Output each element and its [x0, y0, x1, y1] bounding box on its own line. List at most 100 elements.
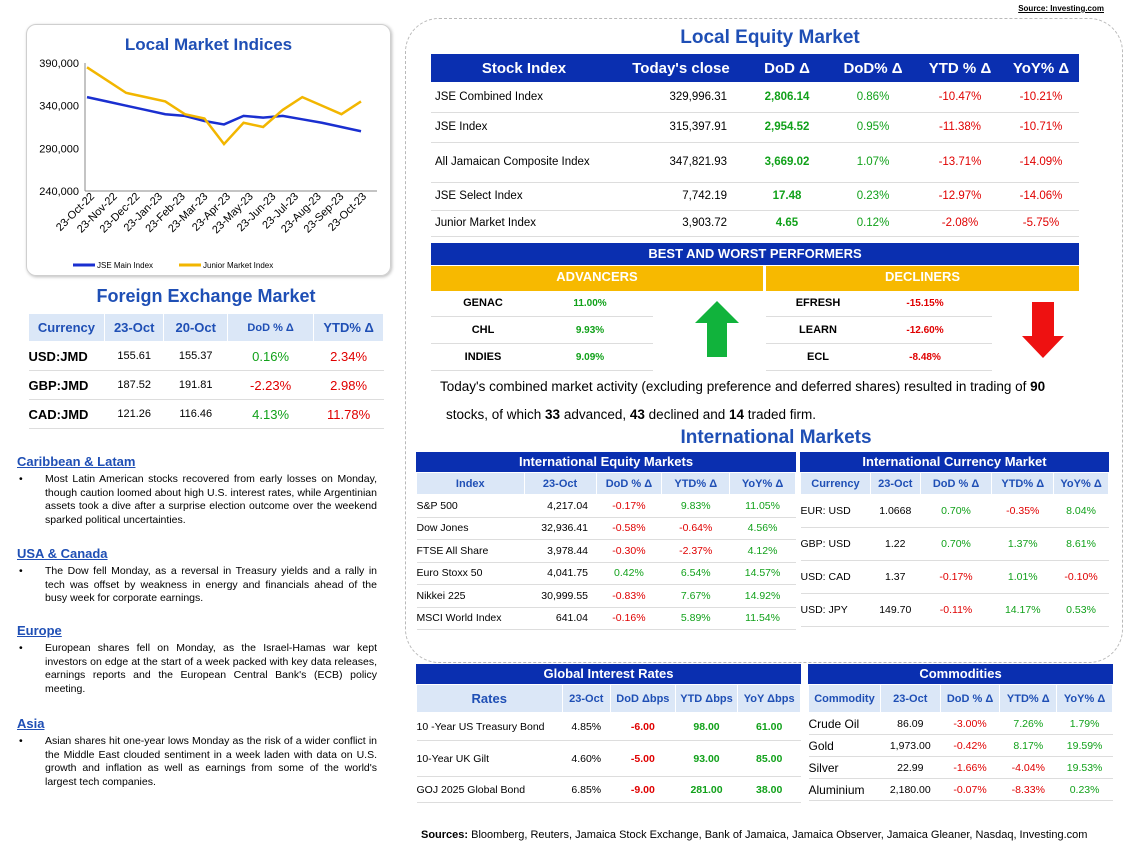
y-tick-label: 340,000 — [39, 101, 79, 113]
eq-dod: 2,806.14 — [745, 82, 829, 113]
advancer-change: 9.93% — [575, 324, 605, 336]
news-body: • European shares fell on Monday, as the … — [17, 642, 377, 696]
ie-index: S&P 500 — [416, 494, 525, 518]
comm-header: DoD % Δ — [939, 684, 1001, 713]
ie-yoy: 4.12% — [729, 539, 796, 563]
ic-dod: 0.70% — [920, 527, 992, 561]
eq-ytd: -12.97% — [917, 182, 1003, 211]
ie-header: YTD% Δ — [661, 472, 731, 495]
source-note: Source: Investing.com — [1018, 4, 1104, 13]
fx-ytd: 2.34% — [313, 341, 384, 371]
comm-dod: -0.42% — [940, 734, 1000, 757]
ie-header: Index — [416, 472, 525, 495]
news-heading: Europe — [17, 623, 62, 638]
advancers-label: ADVANCERS — [431, 266, 763, 291]
comm-value: 1,973.00 — [880, 734, 941, 757]
ic-header: YoY% Δ — [1053, 472, 1109, 495]
fx-row: CAD:JMD 121.26 116.46 4.13% 11.78% — [28, 399, 384, 429]
comm-header: YTD% Δ — [999, 684, 1058, 713]
ie-yoy: 11.54% — [729, 607, 796, 630]
rates-header: Rates — [416, 684, 563, 713]
equity-row: JSE Select Index 7,742.19 17.48 0.23% -12.97… — [431, 182, 1079, 211]
equity-row: All Jamaican Composite Index 347,821.93 3,… — [431, 142, 1079, 183]
fx-today: 121.26 — [104, 399, 164, 429]
eq-dod-pct: 1.07% — [829, 142, 917, 183]
ie-dod: -0.58% — [596, 517, 662, 540]
intl-currency-title: International Currency Market — [800, 452, 1109, 472]
comm-yoy: 0.23% — [1056, 778, 1113, 801]
ie-ytd: 6.54% — [661, 562, 730, 585]
eq-index: JSE Select Index — [431, 182, 617, 211]
ic-header: YTD% Δ — [991, 472, 1055, 495]
commodities-table: Commodity 23-Oct DoD % Δ YTD% Δ YoY% Δ C… — [808, 684, 1113, 801]
eq-close: 347,821.93 — [617, 142, 745, 183]
ie-index: MSCI World Index — [416, 607, 525, 630]
ic-yoy: 0.53% — [1053, 593, 1109, 627]
decliner-ticker: LEARN — [799, 324, 837, 336]
advancer-change: 9.09% — [575, 351, 605, 363]
commodity-row: Silver 22.99 -1.66% -4.04% 19.53% — [808, 756, 1113, 779]
ie-index: Dow Jones — [416, 517, 525, 540]
rates-header: YoY Δbps — [737, 684, 801, 713]
eq-ytd: -10.47% — [917, 82, 1003, 113]
advancer-item: GENAC 11.00% — [431, 290, 653, 317]
series-line-1 — [86, 66, 362, 147]
rates-table: Rates 23-Oct DoD Δbps YTD Δbps YoY Δbps … — [416, 684, 801, 803]
rates-header: 23-Oct — [561, 684, 612, 713]
comm-header: Commodity — [808, 684, 881, 713]
rates-header: YTD Δbps — [674, 684, 739, 713]
eq-close: 7,742.19 — [617, 182, 745, 211]
comm-value: 2,180.00 — [880, 778, 941, 801]
equity-row: JSE Index 315,397.91 2,954.52 0.95% -11.38% -… — [431, 112, 1079, 143]
ic-dod: -0.11% — [920, 593, 992, 627]
comm-ytd: -8.33% — [999, 778, 1057, 801]
eq-ytd: -2.08% — [917, 210, 1003, 237]
summary-declined: 43 — [629, 407, 645, 422]
news-text: European shares fell on Monday, as the I… — [45, 642, 377, 695]
fx-header: 23-Oct — [103, 313, 165, 342]
eq-yoy: -14.09% — [1003, 142, 1079, 183]
fx-currency: GBP:JMD — [28, 370, 105, 400]
ie-ytd: -0.64% — [661, 517, 730, 540]
ie-header: DoD % Δ — [595, 472, 663, 495]
advancer-item: CHL 9.93% — [431, 317, 653, 344]
eq-dod-pct: 0.86% — [829, 82, 917, 113]
fx-currency: CAD:JMD — [28, 399, 105, 429]
news-body: • The Dow fell Monday, as a reversal in T… — [17, 565, 377, 606]
sources-text: Bloomberg, Reuters, Jamaica Stock Exchan… — [468, 829, 1088, 841]
eq-header: DoD Δ — [764, 59, 810, 77]
intl-currency-table: Currency 23-Oct DoD % Δ YTD% Δ YoY% Δ EU… — [800, 472, 1109, 627]
ic-yoy: -0.10% — [1053, 560, 1109, 594]
intl-currency-row: USD: JPY 149.70 -0.11% 14.17% 0.53% — [800, 593, 1109, 627]
intl-currency-row: USD: CAD 1.37 -0.17% 1.01% -0.10% — [800, 560, 1109, 594]
ie-dod: -0.30% — [596, 539, 662, 563]
news-heading: Caribbean & Latam — [17, 454, 136, 469]
advancer-ticker: GENAC — [463, 297, 503, 309]
fx-title: Foreign Exchange Market — [96, 286, 316, 306]
eq-yoy: -14.06% — [1003, 182, 1079, 211]
equity-row: JSE Combined Index 329,996.31 2,806.14 0.86… — [431, 82, 1079, 113]
decliner-change: -15.15% — [906, 297, 944, 309]
equity-section-frame — [405, 18, 1123, 663]
eq-ytd: -11.38% — [917, 112, 1003, 143]
commodity-row: Crude Oil 86.09 -3.00% 7.26% 1.79% — [808, 712, 1113, 735]
intl-equity-row: Nikkei 225 30,999.55 -0.83% 7.67% 14.92% — [416, 584, 796, 608]
rates-value: 6.85% — [562, 776, 611, 803]
ie-header: YoY% Δ — [729, 472, 796, 495]
comm-name: Aluminium — [808, 778, 881, 801]
ic-ytd: 1.37% — [991, 527, 1054, 561]
ic-pair: USD: CAD — [800, 560, 871, 594]
eq-close: 329,996.31 — [617, 82, 745, 113]
eq-index: JSE Index — [431, 112, 617, 143]
ie-ytd: 5.89% — [661, 607, 730, 630]
intl-title: International Markets — [680, 427, 872, 448]
ic-header: DoD % Δ — [919, 472, 993, 495]
ic-value: 1.22 — [870, 527, 921, 561]
ie-yoy: 11.05% — [729, 494, 796, 518]
news-heading: USA & Canada — [17, 546, 108, 561]
intl-currency-row: GBP: USD 1.22 0.70% 1.37% 8.61% — [800, 527, 1109, 561]
decliner-item: ECL -8.48% — [766, 344, 992, 371]
ie-header: 23-Oct — [523, 472, 597, 495]
intl-equity-row: S&P 500 4,217.04 -0.17% 9.83% 11.05% — [416, 494, 796, 518]
rates-yoy: 38.00 — [737, 776, 801, 803]
